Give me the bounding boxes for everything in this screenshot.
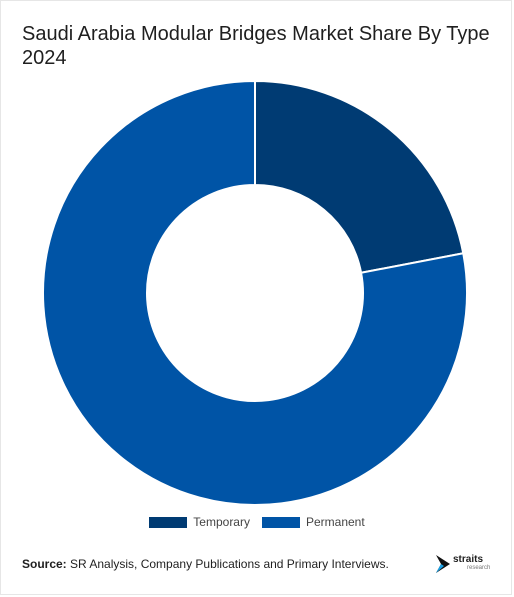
straits-logo-icon — [436, 555, 450, 573]
legend-label-permanent: Permanent — [305, 515, 365, 529]
donut-slice-temporary[interactable] — [254, 79, 465, 274]
straits-logo: straits research — [436, 553, 496, 575]
legend-item-permanent[interactable]: Permanent — [261, 515, 365, 529]
legend: Temporary Permanent — [0, 515, 514, 529]
donut-slice-permanent[interactable] — [42, 79, 468, 506]
source-label: Source: — [22, 557, 67, 571]
legend-swatch-permanent — [261, 516, 300, 528]
legend-label-temporary: Temporary — [193, 515, 250, 529]
source-note: Source: SR Analysis, Company Publication… — [22, 557, 389, 571]
logo-tagline: research — [467, 565, 491, 571]
chart-title: Saudi Arabia Modular Bridges Market Shar… — [22, 23, 490, 69]
logo-name: straits — [453, 554, 484, 565]
legend-item-temporary[interactable]: Temporary — [149, 515, 250, 529]
source-text: SR Analysis, Company Publications and Pr… — [66, 557, 389, 571]
legend-swatch-temporary — [149, 516, 188, 528]
